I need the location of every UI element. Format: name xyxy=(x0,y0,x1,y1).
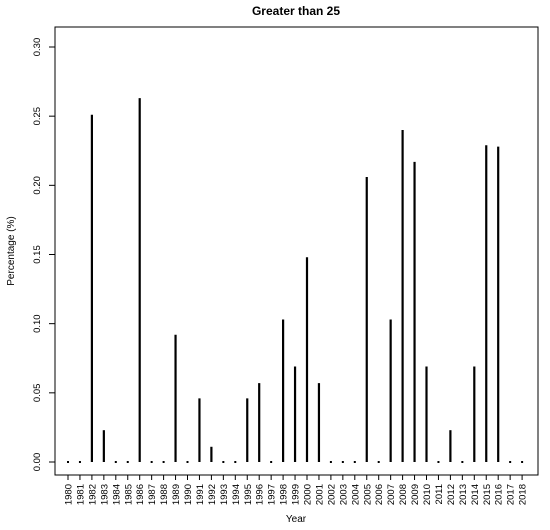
x-tick-label: 2000 xyxy=(303,484,314,505)
x-tick-label: 2003 xyxy=(338,484,349,505)
x-tick-label: 1985 xyxy=(123,484,134,505)
bar-2018 xyxy=(521,461,524,463)
bar-2004 xyxy=(353,461,356,463)
bars xyxy=(67,98,524,463)
y-axis-label: Percentage (%) xyxy=(6,216,17,285)
x-tick-label: 1991 xyxy=(195,484,206,505)
x-axis: 1980 1981 1982 1983 1984 1985 1986 1987 1988 1989… xyxy=(64,474,529,505)
y-tick-label: 0.10 xyxy=(32,314,43,333)
x-axis-label: Year xyxy=(286,514,307,525)
y-tick-label: 0.20 xyxy=(32,176,43,195)
x-tick-label: 2018 xyxy=(518,484,529,505)
x-tick-label: 2016 xyxy=(494,484,505,505)
x-tick-label: 2014 xyxy=(470,484,481,505)
bar-2013 xyxy=(461,461,464,463)
y-tick-label: 0.25 xyxy=(32,107,43,126)
bar-2017 xyxy=(509,461,512,463)
x-tick-label: 2015 xyxy=(482,484,493,505)
bar-1990 xyxy=(186,461,189,463)
x-tick-label: 2017 xyxy=(506,484,517,505)
x-tick-label: 1986 xyxy=(135,484,146,505)
x-tick-label: 2013 xyxy=(458,484,469,505)
x-tick-label: 1998 xyxy=(279,484,290,505)
chart-title: Greater than 25 xyxy=(252,4,340,18)
y-tick-label: 0.00 xyxy=(32,453,43,472)
x-tick-label: 1980 xyxy=(64,484,75,505)
y-tick-label: 0.05 xyxy=(32,384,43,403)
x-tick-label: 1981 xyxy=(75,484,86,505)
bar-1993 xyxy=(222,461,225,463)
x-tick-label: 2010 xyxy=(422,484,433,505)
x-tick-label: 2012 xyxy=(446,484,457,505)
x-tick-label: 2009 xyxy=(410,484,421,505)
y-axis: 0.00 0.05 0.10 0.15 0.20 0.25 0.30 xyxy=(32,38,56,472)
x-tick-label: 2005 xyxy=(362,484,373,505)
x-tick-label: 1992 xyxy=(207,484,218,505)
x-tick-label: 1994 xyxy=(231,484,242,505)
x-tick-label: 1990 xyxy=(183,484,194,505)
bar-1985 xyxy=(126,461,129,463)
x-tick-label: 2001 xyxy=(314,484,325,505)
bar-2011 xyxy=(437,461,440,463)
bar-1984 xyxy=(114,461,117,463)
x-tick-label: 2011 xyxy=(434,484,445,504)
x-tick-label: 1995 xyxy=(243,484,254,505)
x-tick-label: 1996 xyxy=(255,484,266,505)
bar-1988 xyxy=(162,461,165,463)
x-tick-label: 1988 xyxy=(159,484,170,505)
y-tick-label: 0.30 xyxy=(32,38,43,57)
x-tick-label: 1997 xyxy=(267,484,278,505)
plot-frame xyxy=(54,26,539,476)
bar-1994 xyxy=(234,461,237,463)
bar-2003 xyxy=(341,461,344,463)
x-tick-label: 1984 xyxy=(111,484,122,505)
x-tick-label: 1999 xyxy=(291,484,302,505)
x-tick-label: 2002 xyxy=(326,484,337,505)
x-tick-label: 1983 xyxy=(99,484,110,505)
x-tick-label: 2007 xyxy=(386,484,397,505)
bar-2006 xyxy=(377,461,380,463)
x-tick-label: 1987 xyxy=(147,484,158,505)
x-tick-label: 2004 xyxy=(350,484,361,505)
bar-1997 xyxy=(270,461,273,463)
y-tick-label: 0.15 xyxy=(32,245,43,264)
bar-1980 xyxy=(67,461,69,463)
bar-1981 xyxy=(78,461,81,463)
x-tick-label: 1982 xyxy=(87,484,98,505)
x-tick-label: 2006 xyxy=(374,484,385,505)
x-tick-label: 1993 xyxy=(219,484,230,505)
bar-2002 xyxy=(329,461,332,463)
x-tick-label: 1989 xyxy=(171,484,182,505)
x-tick-label: 2008 xyxy=(398,484,409,505)
bar-1987 xyxy=(150,461,153,463)
